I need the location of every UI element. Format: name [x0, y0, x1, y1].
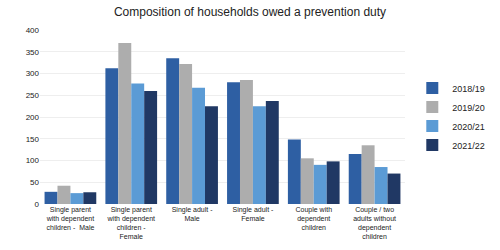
svg-text:2020/21: 2020/21: [452, 122, 485, 132]
svg-text:2018/19: 2018/19: [452, 84, 485, 94]
svg-text:Single parentwith dependentchi: Single parentwith dependentchildren -Fem…: [107, 206, 156, 240]
svg-text:50: 50: [30, 178, 39, 187]
svg-text:300: 300: [26, 69, 40, 78]
svg-text:0: 0: [35, 200, 40, 209]
svg-text:350: 350: [26, 48, 40, 57]
svg-text:Single adult -Male: Single adult -Male: [172, 206, 214, 222]
svg-text:Couple / twoadults withoutdepe: Couple / twoadults withoutdependentchild…: [353, 206, 396, 240]
svg-text:100: 100: [26, 156, 40, 165]
svg-text:2021/22: 2021/22: [452, 141, 485, 151]
svg-text:2019/20: 2019/20: [452, 103, 485, 113]
svg-text:Composition of households owed: Composition of households owed a prevent…: [114, 5, 386, 19]
svg-text:200: 200: [26, 113, 40, 122]
svg-text:400: 400: [26, 26, 40, 35]
svg-text:150: 150: [26, 135, 40, 144]
svg-text:250: 250: [26, 91, 40, 100]
svg-text:Couple withdependentchildren: Couple withdependentchildren: [295, 206, 332, 231]
svg-text:Single parentwith dependentchi: Single parentwith dependentchildren - Ma…: [46, 206, 95, 231]
svg-text:Single adult -Female: Single adult -Female: [232, 206, 274, 222]
